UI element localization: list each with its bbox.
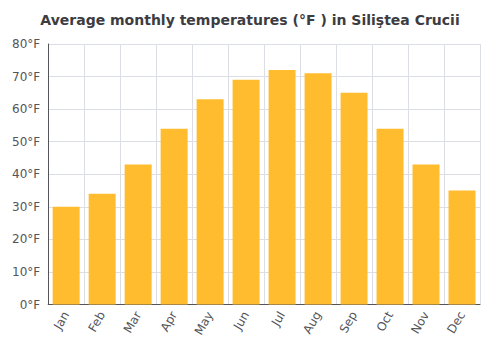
svg-text:10°F: 10°F	[12, 265, 40, 279]
svg-text:Jul: Jul	[268, 309, 288, 329]
svg-text:Jun: Jun	[230, 309, 252, 333]
svg-text:60°F: 60°F	[12, 102, 40, 116]
svg-text:30°F: 30°F	[12, 200, 40, 214]
svg-text:80°F: 80°F	[12, 37, 40, 51]
svg-text:Apr: Apr	[158, 309, 181, 334]
svg-text:Nov: Nov	[408, 309, 432, 336]
svg-text:40°F: 40°F	[12, 167, 40, 181]
svg-text:70°F: 70°F	[12, 70, 40, 84]
svg-text:Feb: Feb	[85, 309, 108, 334]
svg-text:Mar: Mar	[121, 309, 144, 336]
svg-text:50°F: 50°F	[12, 135, 40, 149]
svg-text:20°F: 20°F	[12, 232, 40, 246]
svg-text:Average monthly temperatures (: Average monthly temperatures (°F ) in Si…	[40, 12, 459, 28]
svg-text:Jan: Jan	[50, 309, 72, 333]
svg-text:Sep: Sep	[337, 309, 360, 336]
svg-text:0°F: 0°F	[20, 298, 41, 312]
svg-text:Dec: Dec	[444, 309, 468, 336]
svg-text:Oct: Oct	[374, 309, 397, 334]
svg-text:May: May	[192, 309, 217, 337]
svg-text:Aug: Aug	[300, 309, 324, 336]
